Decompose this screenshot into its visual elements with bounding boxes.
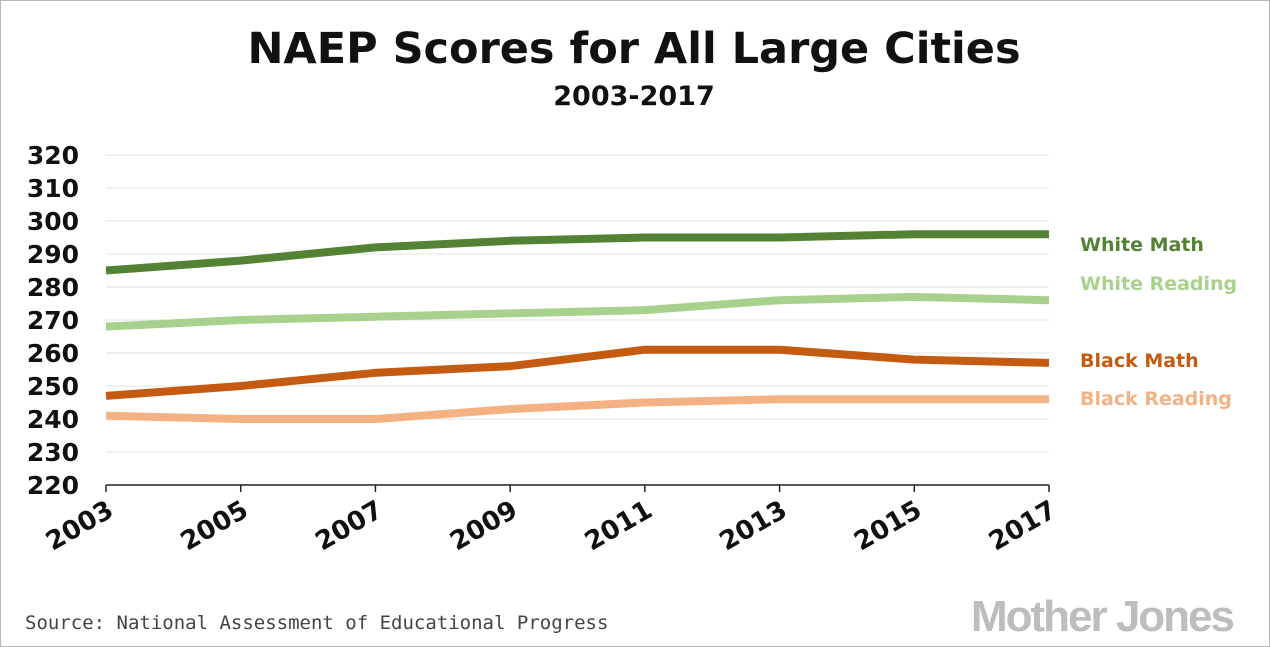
y-tick-label: 240 xyxy=(27,405,79,434)
legend-label-black-reading: Black Reading xyxy=(1080,388,1232,410)
series-lines xyxy=(105,230,1050,423)
x-tick-label: 2017 xyxy=(984,495,1062,557)
y-tick-label: 230 xyxy=(27,438,79,467)
series-line-white-math xyxy=(105,230,1049,275)
source-note: Source: National Assessment of Education… xyxy=(25,612,608,634)
y-tick-label: 260 xyxy=(27,339,79,368)
y-tick-label: 320 xyxy=(27,141,79,170)
x-tick-label: 2011 xyxy=(580,495,658,557)
legend-label-white-reading: White Reading xyxy=(1080,273,1237,295)
series-line-black-math xyxy=(105,345,1050,400)
series-line-white-reading xyxy=(105,292,1050,331)
x-tick-label: 2009 xyxy=(445,495,523,557)
y-tick-label: 220 xyxy=(27,471,79,500)
y-tick-label: 290 xyxy=(27,240,79,269)
legend-label-black-math: Black Math xyxy=(1080,350,1199,372)
legend: White Math White Reading Black Math Black R… xyxy=(1080,234,1237,410)
y-tick-label: 250 xyxy=(27,372,79,401)
y-axis-ticks: 320 310 300 290 280 270 260 250 240 230 220 xyxy=(27,141,79,500)
y-tick-label: 300 xyxy=(27,207,79,236)
legend-label-white-math: White Math xyxy=(1080,234,1204,256)
chart-subtitle: 2003-2017 xyxy=(553,81,715,112)
chart-title: NAEP Scores for All Large Cities xyxy=(247,24,1020,74)
y-tick-label: 310 xyxy=(27,174,79,203)
x-axis: 2003 2005 2007 2009 2011 2013 2015 2017 xyxy=(41,484,1062,557)
x-tick-label: 2007 xyxy=(310,495,388,557)
brand-logo: Mother Jones xyxy=(971,592,1234,641)
series-line-black-reading xyxy=(105,395,1049,423)
x-tick-label: 2015 xyxy=(849,495,927,557)
x-tick-label: 2005 xyxy=(176,495,254,557)
x-tick-label: 2003 xyxy=(41,495,119,557)
y-tick-label: 280 xyxy=(27,273,79,302)
y-tick-label: 270 xyxy=(27,306,79,335)
x-tick-label: 2013 xyxy=(715,495,793,557)
